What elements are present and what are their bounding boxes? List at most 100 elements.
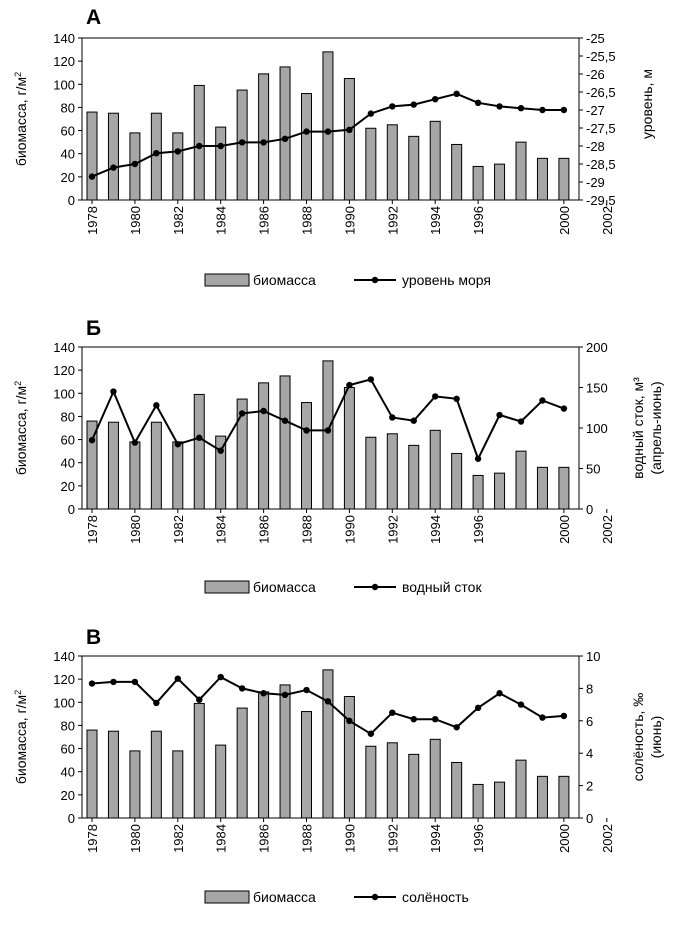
bar-biomass: [429, 429, 441, 510]
left-axis: 0 20 40 60 80 100 120 140: [53, 649, 82, 826]
x-tick-label: 1980: [128, 824, 143, 853]
bar-biomass: [172, 132, 184, 201]
right-axis-title: солёность, ‰: [630, 693, 646, 782]
bar-biomass: [193, 393, 205, 510]
bar-biomass: [515, 759, 527, 819]
x-tick-label: 2000: [557, 206, 572, 235]
line-marker: [281, 691, 289, 699]
left-tick-label: 120: [53, 363, 75, 378]
line-marker: [560, 106, 568, 114]
x-tick-label: 2002: [600, 824, 615, 853]
line-marker: [539, 106, 546, 114]
bar-biomass: [386, 124, 398, 201]
right-axis-subtitle: (июнь): [648, 716, 664, 759]
bar-biomass: [322, 51, 334, 201]
x-tick-label: 1988: [300, 206, 315, 235]
line-series: [88, 376, 568, 462]
bar-biomass: [107, 730, 119, 819]
line-marker: [88, 680, 96, 687]
x-tick-label: 1984: [214, 824, 229, 853]
x-tick-label: 1992: [385, 515, 400, 544]
left-tick-label: 40: [61, 765, 75, 780]
legend-line-marker: [371, 893, 379, 901]
line-marker: [131, 439, 139, 446]
bar-biomass: [515, 450, 527, 510]
left-tick-label: 100: [53, 695, 75, 710]
line-marker: [496, 103, 503, 110]
bar-biomass: [494, 163, 506, 201]
line-marker: [324, 128, 332, 135]
bar-biomass: [322, 669, 334, 819]
left-tick-label: 100: [53, 77, 75, 92]
legend-line-marker: [371, 276, 379, 284]
bar-biomass: [150, 112, 162, 201]
line-marker: [474, 455, 482, 462]
right-tick-label: 8: [586, 681, 593, 696]
line-marker: [389, 103, 396, 110]
line-marker: [88, 173, 96, 180]
bar-biomass: [386, 433, 398, 510]
right-tick-label: -27: [586, 103, 605, 118]
legend-bar-label: биомасса: [253, 579, 316, 595]
legend-line-label: водный сток: [402, 579, 482, 595]
x-tick-label: 2002: [600, 206, 615, 235]
bar-biomass: [301, 711, 312, 819]
x-tick-label: 1978: [85, 206, 100, 235]
left-axis-title: биомасса, г/м2: [13, 381, 29, 475]
line-marker: [131, 160, 139, 168]
x-tick-label: 1986: [257, 206, 272, 235]
right-tick-label: 4: [586, 746, 593, 761]
left-tick-label: 0: [68, 811, 75, 826]
x-tick-label: 1996: [471, 515, 486, 544]
left-tick-label: 120: [53, 672, 75, 687]
line-marker: [367, 376, 375, 383]
line-marker: [432, 715, 439, 723]
bar-biomass: [258, 382, 270, 510]
bar-biomass: [536, 157, 548, 201]
plot-frame: [81, 37, 580, 201]
line-marker: [281, 417, 289, 424]
line-marker: [474, 704, 482, 712]
line-marker: [539, 714, 546, 721]
x-tick-label: 1988: [300, 515, 315, 544]
bar-biomass: [193, 84, 205, 201]
line-marker: [474, 99, 482, 107]
bar-biomass: [279, 375, 291, 510]
bar-group: [86, 360, 570, 510]
x-tick-label: 1992: [385, 206, 400, 235]
bar-biomass: [150, 730, 162, 819]
x-tick-label: 1992: [385, 824, 400, 853]
bar-biomass: [558, 775, 570, 819]
line-marker: [346, 717, 353, 724]
x-tick-label: 1978: [85, 824, 100, 853]
line-marker: [153, 699, 160, 707]
line-marker: [346, 381, 353, 389]
line-marker: [174, 148, 181, 155]
line-marker: [410, 101, 417, 108]
line-marker: [410, 715, 417, 723]
bar-biomass: [472, 165, 484, 201]
left-tick-label: 80: [61, 718, 75, 733]
x-tick-label: 1990: [342, 515, 357, 544]
legend-bar-label: биомасса: [253, 889, 316, 905]
left-axis-title: биомасса, г/м2: [13, 72, 29, 166]
bar-biomass: [494, 781, 506, 819]
legend-line-marker: [371, 583, 379, 591]
left-tick-label: 80: [61, 409, 75, 424]
bar-biomass: [150, 421, 162, 510]
left-tick-label: 20: [61, 788, 75, 803]
x-tick-label: 1980: [128, 515, 143, 544]
line-marker: [367, 110, 375, 117]
right-axis-title: водный сток, м³: [630, 377, 646, 479]
left-axis: 0 20 40 60 80 100 120 140: [53, 31, 82, 208]
x-tick-label: 1996: [471, 206, 486, 235]
bar-biomass: [494, 472, 506, 510]
right-tick-label: 100: [586, 421, 608, 436]
line-marker: [196, 142, 203, 150]
x-tick-label: 2002: [600, 515, 615, 544]
legend: биомасса уровень моря: [204, 272, 491, 288]
right-tick-label: -29,5: [586, 193, 616, 208]
x-tick-label: 1990: [342, 824, 357, 853]
